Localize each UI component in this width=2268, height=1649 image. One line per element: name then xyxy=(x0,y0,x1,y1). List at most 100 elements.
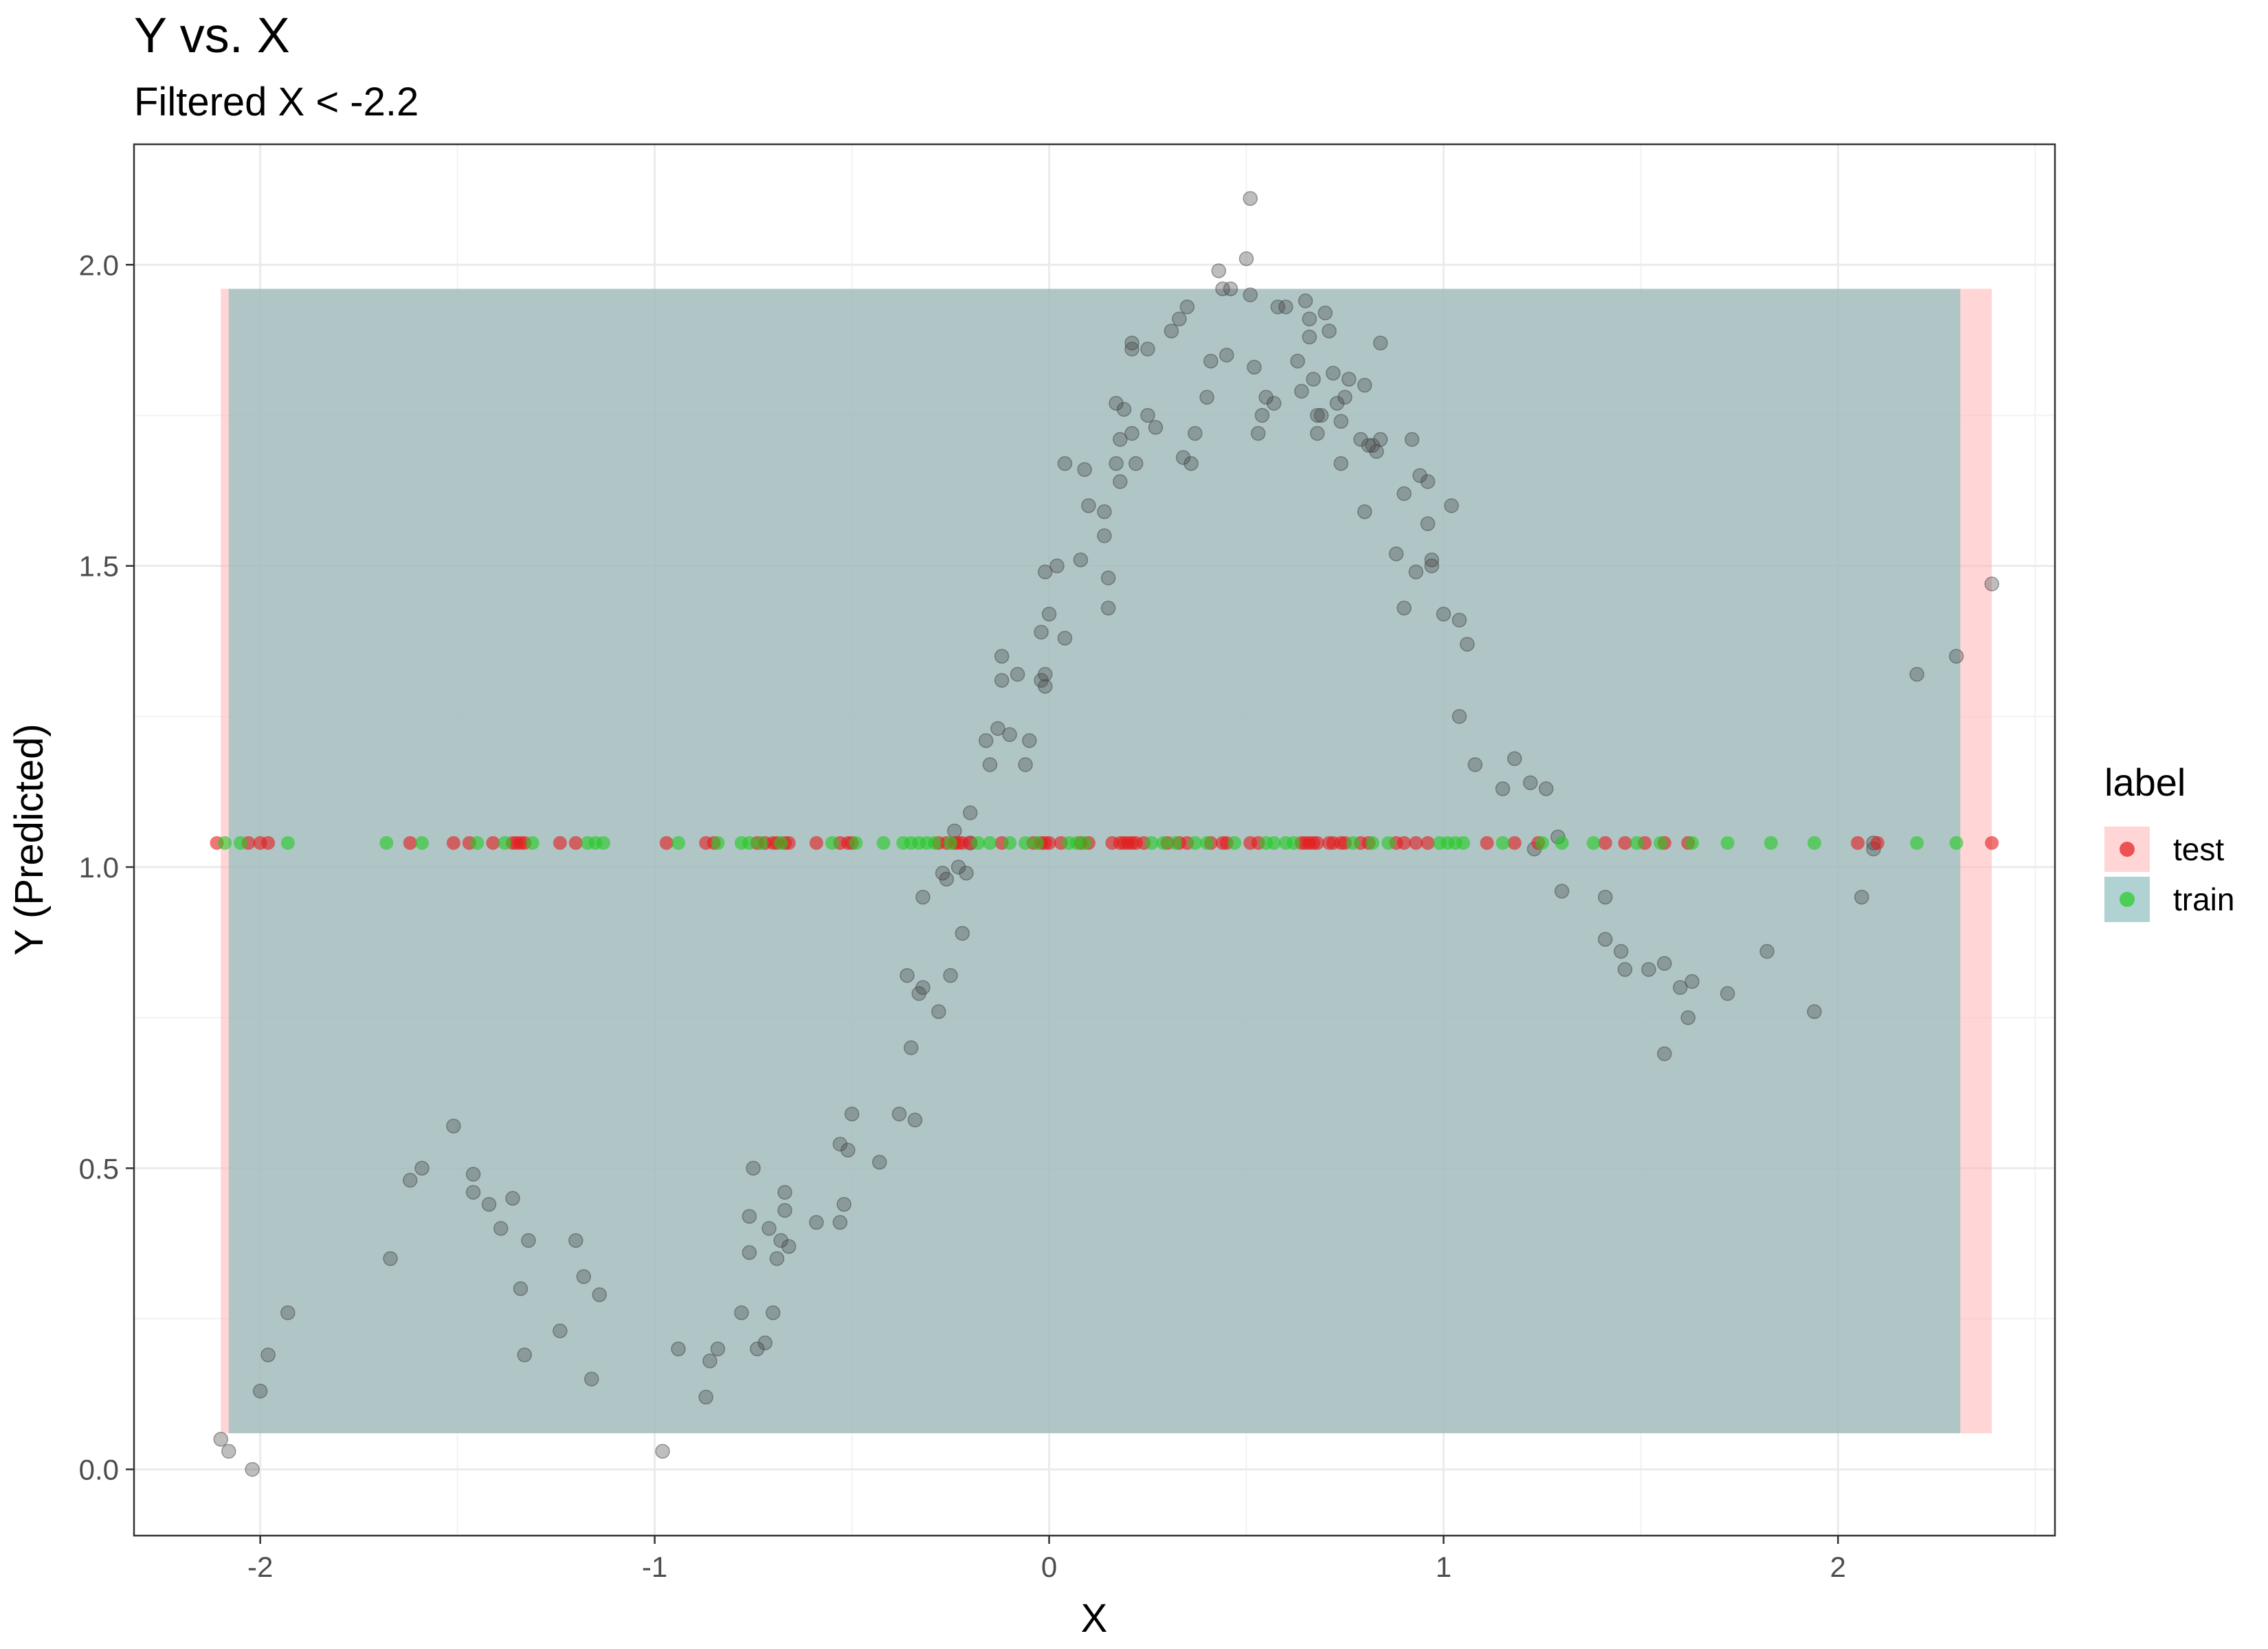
chart-subtitle: Filtered X < -2.2 xyxy=(134,80,419,124)
point-predicted xyxy=(1460,636,1475,652)
point-predicted xyxy=(1113,474,1128,489)
point-train xyxy=(825,835,839,850)
point-predicted xyxy=(465,1167,481,1182)
point-predicted xyxy=(465,1185,481,1200)
point-test xyxy=(1598,835,1612,850)
point-train xyxy=(1720,835,1735,850)
y-axis-title: Y (Predicted) xyxy=(7,723,52,955)
point-train xyxy=(525,835,540,850)
x-axis-title: X xyxy=(1081,1596,1108,1641)
point-predicted xyxy=(1452,612,1467,628)
point-predicted xyxy=(1199,390,1214,405)
point-predicted xyxy=(746,1160,761,1176)
point-predicted xyxy=(836,1197,852,1212)
point-predicted xyxy=(1685,974,1700,989)
point-predicted xyxy=(1424,558,1439,574)
point-predicted xyxy=(832,1215,848,1230)
point-predicted xyxy=(517,1347,532,1362)
point-predicted xyxy=(446,1119,461,1134)
point-train xyxy=(1168,835,1183,850)
interval-bands xyxy=(221,289,1992,1433)
point-predicted xyxy=(1254,407,1270,423)
point-predicted xyxy=(994,649,1010,664)
y-axis-ticks: 0.0 0.5 1.0 1.5 2.0 xyxy=(79,249,134,1486)
point-predicted xyxy=(1353,431,1368,447)
x-tick-label: 2 xyxy=(1830,1551,1846,1583)
point-predicted xyxy=(1172,311,1187,326)
point-predicted xyxy=(742,1245,757,1260)
point-predicted xyxy=(493,1221,509,1236)
x-tick-label: -2 xyxy=(247,1551,273,1583)
point-predicted xyxy=(1597,932,1613,947)
point-predicted xyxy=(1113,431,1128,447)
chart-title: Y vs. X xyxy=(134,8,290,63)
point-predicted xyxy=(891,1106,907,1122)
point-train xyxy=(928,835,942,850)
point-predicted xyxy=(1538,781,1554,796)
point-predicted xyxy=(1183,456,1199,471)
point-predicted xyxy=(1854,890,1869,905)
y-tick-label: 1.0 xyxy=(79,851,119,884)
point-predicted xyxy=(1325,366,1341,381)
point-predicted xyxy=(1290,353,1305,369)
point-predicted xyxy=(1057,456,1073,471)
point-predicted xyxy=(414,1160,430,1176)
point-predicted xyxy=(1333,414,1348,429)
point-predicted xyxy=(1404,431,1420,447)
point-predicted xyxy=(1452,709,1467,724)
point-predicted xyxy=(576,1269,592,1284)
point-predicted xyxy=(1680,1010,1696,1025)
point-test xyxy=(1409,835,1423,850)
x-axis-ticks: -2 -1 0 1 2 xyxy=(247,1536,1846,1583)
point-train xyxy=(470,835,485,850)
point-train xyxy=(671,835,686,850)
point-predicted xyxy=(809,1215,824,1230)
point-predicted xyxy=(1617,962,1633,977)
point-predicted xyxy=(1097,504,1112,519)
point-predicted xyxy=(931,1004,946,1020)
point-predicted xyxy=(959,865,974,881)
point-predicted xyxy=(1049,558,1065,574)
point-train xyxy=(1200,835,1214,850)
point-predicted xyxy=(757,1335,773,1351)
point-predicted xyxy=(777,1202,792,1218)
legend-title: label xyxy=(2104,761,2186,804)
band-train xyxy=(228,289,1961,1433)
point-test xyxy=(446,835,460,850)
point-predicted xyxy=(513,1281,529,1297)
point-train xyxy=(983,835,997,850)
point-train xyxy=(1496,835,1510,850)
point-predicted xyxy=(1372,335,1388,351)
point-predicted xyxy=(903,1040,919,1055)
point-predicted xyxy=(1140,407,1155,423)
point-train xyxy=(971,835,986,850)
point-predicted xyxy=(1302,329,1318,345)
legend-label-train: train xyxy=(2173,882,2234,917)
point-predicted xyxy=(1243,287,1258,302)
point-predicted xyxy=(1720,986,1735,1001)
point-predicted xyxy=(781,1239,797,1254)
point-predicted xyxy=(1759,943,1775,959)
legend-dot-test xyxy=(2120,842,2135,857)
panel-border xyxy=(133,143,2056,1537)
point-predicted xyxy=(1057,631,1073,646)
point-predicted xyxy=(1318,305,1333,321)
point-predicted xyxy=(990,721,1005,737)
point-predicted xyxy=(769,1251,785,1266)
point-predicted xyxy=(1002,727,1017,742)
point-train xyxy=(1949,835,1964,850)
point-predicted xyxy=(982,757,998,772)
point-train xyxy=(1456,835,1471,850)
point-test xyxy=(403,835,417,850)
point-train xyxy=(1685,835,1699,850)
point-predicted xyxy=(1109,396,1124,411)
point-train xyxy=(1366,835,1380,850)
point-predicted xyxy=(1077,462,1092,478)
legend-label-test: test xyxy=(2173,831,2224,867)
point-predicted xyxy=(1641,962,1656,977)
point-predicted xyxy=(383,1251,398,1266)
point-predicted xyxy=(1507,751,1522,766)
point-predicted xyxy=(702,1354,718,1369)
point-predicted xyxy=(1116,401,1132,417)
point-predicted xyxy=(1984,576,1999,592)
